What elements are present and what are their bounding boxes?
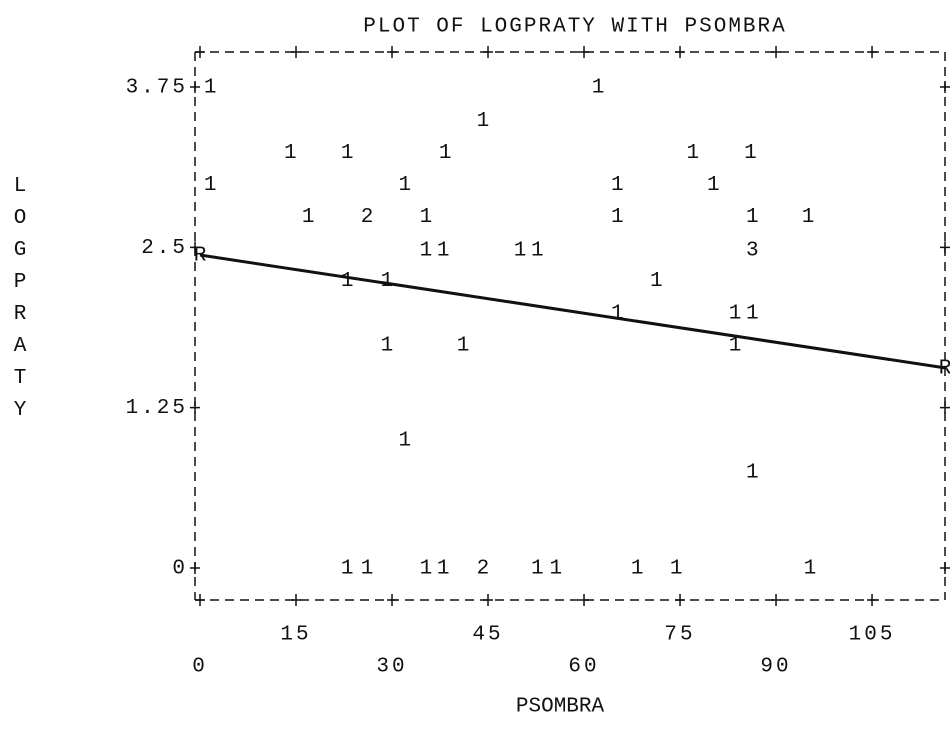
point-count: 1 bbox=[804, 558, 817, 581]
x-tick bbox=[291, 594, 302, 606]
fit-endpoint-label: R bbox=[194, 245, 207, 268]
x-tick bbox=[675, 594, 686, 606]
point-count: 1 bbox=[687, 142, 700, 165]
point-count: 1 bbox=[729, 302, 742, 325]
point-count: 1 bbox=[381, 334, 394, 357]
point-count: 1 bbox=[302, 206, 315, 229]
x-tick-label: 60 bbox=[568, 656, 599, 679]
point-count: 3 bbox=[746, 239, 759, 262]
point-count: 1 bbox=[611, 206, 624, 229]
y-tick bbox=[190, 562, 200, 574]
point-count: 1 bbox=[457, 334, 470, 357]
point-count: 1 bbox=[611, 302, 624, 325]
point-count: 1 bbox=[399, 429, 412, 452]
point-count: 1 bbox=[744, 142, 757, 165]
y-tick-label: 3.75 bbox=[126, 77, 188, 100]
point-count: 1 bbox=[611, 174, 624, 197]
y-tick bbox=[190, 401, 200, 414]
point-count: 1 bbox=[420, 558, 433, 581]
point-count: 1 bbox=[341, 270, 354, 293]
point-count: 1 bbox=[399, 174, 412, 197]
x-tick bbox=[867, 594, 878, 606]
fit-line bbox=[199, 253, 946, 370]
point-count: 2 bbox=[477, 558, 490, 581]
x-tick-label: 30 bbox=[376, 656, 407, 679]
point-count: 1 bbox=[746, 206, 759, 229]
point-count: 1 bbox=[361, 558, 374, 581]
y-tick-label: 2.5 bbox=[141, 237, 188, 260]
point-count: 1 bbox=[550, 558, 563, 581]
point-count: 2 bbox=[361, 206, 374, 229]
x-tick-top bbox=[579, 46, 590, 58]
fit-endpoint-label: R bbox=[939, 357, 950, 380]
y-tick-right bbox=[940, 562, 950, 574]
x-tick-label: 75 bbox=[664, 624, 695, 647]
y-tick bbox=[190, 81, 200, 93]
point-count: 1 bbox=[746, 302, 759, 325]
x-tick-top bbox=[387, 46, 398, 58]
point-count: 1 bbox=[204, 77, 217, 100]
x-tick bbox=[387, 594, 398, 606]
point-count: 1 bbox=[341, 142, 354, 165]
point-count: 1 bbox=[729, 334, 742, 357]
point-count: 1 bbox=[477, 110, 490, 133]
x-tick-label: 15 bbox=[280, 624, 311, 647]
x-tick-top bbox=[675, 46, 686, 58]
x-tick-label: 45 bbox=[472, 624, 503, 647]
x-tick-label: 90 bbox=[760, 656, 791, 679]
x-tick-label: 105 bbox=[849, 624, 896, 647]
x-tick bbox=[771, 594, 782, 606]
point-count: 1 bbox=[341, 558, 354, 581]
x-tick-top bbox=[195, 46, 205, 58]
x-tick-top bbox=[867, 46, 878, 58]
point-count: 1 bbox=[420, 206, 433, 229]
point-count: 1 bbox=[592, 77, 605, 100]
x-axis-label: PSOMBRA bbox=[516, 696, 605, 719]
point-count: 1 bbox=[631, 558, 644, 581]
x-tick-label: 0 bbox=[192, 656, 208, 679]
point-count: 1 bbox=[439, 142, 452, 165]
point-count: 1 bbox=[204, 174, 217, 197]
point-count: 1 bbox=[437, 239, 450, 262]
point-count: 1 bbox=[514, 239, 527, 262]
point-count: 1 bbox=[802, 206, 815, 229]
y-tick-right bbox=[940, 81, 950, 93]
y-tick-label: 0 bbox=[172, 558, 188, 581]
x-tick-top bbox=[771, 46, 782, 58]
point-count: 1 bbox=[420, 239, 433, 262]
x-tick bbox=[579, 594, 590, 606]
x-tick-top bbox=[483, 46, 494, 58]
point-count: 1 bbox=[381, 270, 394, 293]
point-count: 1 bbox=[284, 142, 297, 165]
point-count: 1 bbox=[531, 239, 544, 262]
y-tick-label: 1.25 bbox=[126, 397, 188, 420]
chart-title: PLOT OF LOGPRATY WITH PSOMBRA bbox=[363, 16, 786, 39]
x-tick bbox=[483, 594, 494, 606]
x-tick-top bbox=[291, 46, 302, 58]
y-tick-right bbox=[940, 241, 950, 254]
y-tick bbox=[190, 241, 200, 254]
point-count: 1 bbox=[670, 558, 683, 581]
point-count: 1 bbox=[707, 174, 720, 197]
point-count: 1 bbox=[650, 270, 663, 293]
point-count: 1 bbox=[746, 461, 759, 484]
point-count: 1 bbox=[531, 558, 544, 581]
y-tick-right bbox=[940, 401, 950, 414]
x-tick bbox=[195, 594, 205, 606]
plot-frame bbox=[194, 51, 946, 601]
point-count: 1 bbox=[437, 558, 450, 581]
